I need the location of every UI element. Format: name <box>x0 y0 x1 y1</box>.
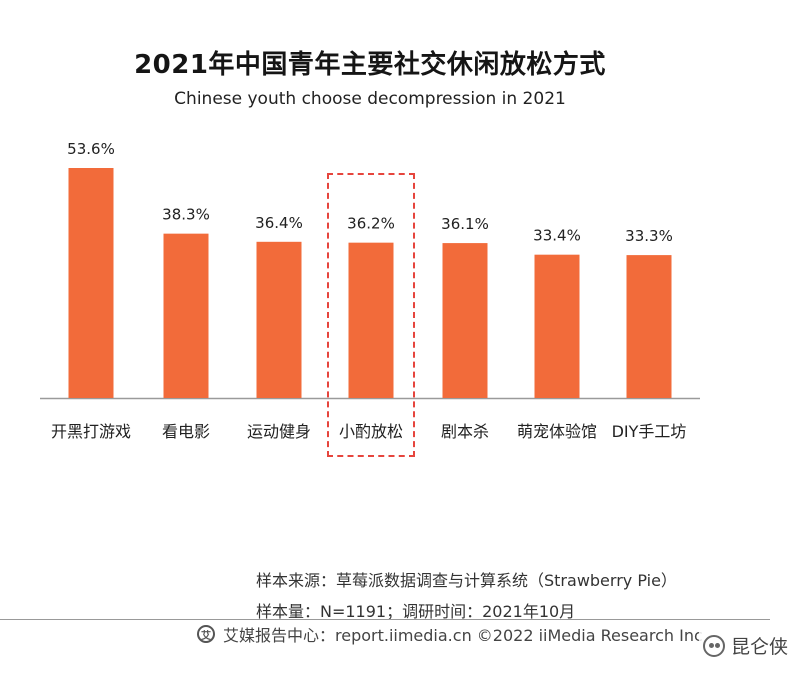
chart-subtitle: Chinese youth choose decompression in 20… <box>174 89 566 109</box>
iimedia-logo-icon: 艾 <box>197 625 215 643</box>
watermark: 昆仑侠 <box>698 630 792 661</box>
highlight-dashed-box <box>327 173 415 457</box>
value-label-2: 38.3% <box>162 206 210 224</box>
category-label-4: 小酌放松 <box>339 422 403 441</box>
value-label-5: 36.1% <box>441 215 489 233</box>
wechat-icon <box>702 634 725 657</box>
value-label-7: 33.3% <box>625 227 673 245</box>
source-note: 样本来源：草莓派数据调查与计算系统（Strawberry Pie） <box>256 571 677 590</box>
bar-chart: 53.6% 开黑打游戏 38.3% 看电影 36.4% 运动健身 36.2% 小酌放松 36.1… <box>40 140 700 441</box>
sample-note: 样本量：N=1191；调研时间：2021年10月 <box>256 602 576 621</box>
category-label-5: 剧本杀 <box>441 422 489 441</box>
chart-title: 2021年中国青年主要社交休闲放松方式 <box>134 50 606 80</box>
bar-5 <box>442 243 488 398</box>
bar-2 <box>163 233 209 398</box>
footer-text: 艾媒报告中心：report.iimedia.cn ©2022 iiMedia R… <box>223 626 703 645</box>
watermark-text: 昆仑侠 <box>730 636 788 658</box>
category-label-6: 萌宠体验馆 <box>517 422 597 441</box>
bar-6 <box>534 254 580 398</box>
value-label-6: 33.4% <box>533 227 581 245</box>
category-label-7: DIY手工坊 <box>612 422 687 441</box>
footer-divider <box>0 619 770 620</box>
category-label-3: 运动健身 <box>247 422 311 441</box>
value-label-3: 36.4% <box>255 214 303 232</box>
bar-3 <box>256 241 302 398</box>
bar-7 <box>626 255 672 398</box>
category-label-1: 开黑打游戏 <box>51 422 131 441</box>
value-label-4: 36.2% <box>347 215 395 233</box>
footer: 艾 艾媒报告中心：report.iimedia.cn ©2022 iiMedia… <box>197 622 703 646</box>
bar-4 <box>348 242 394 398</box>
bar-1 <box>68 168 114 398</box>
category-label-2: 看电影 <box>162 422 210 441</box>
value-label-1: 53.6% <box>67 140 115 158</box>
